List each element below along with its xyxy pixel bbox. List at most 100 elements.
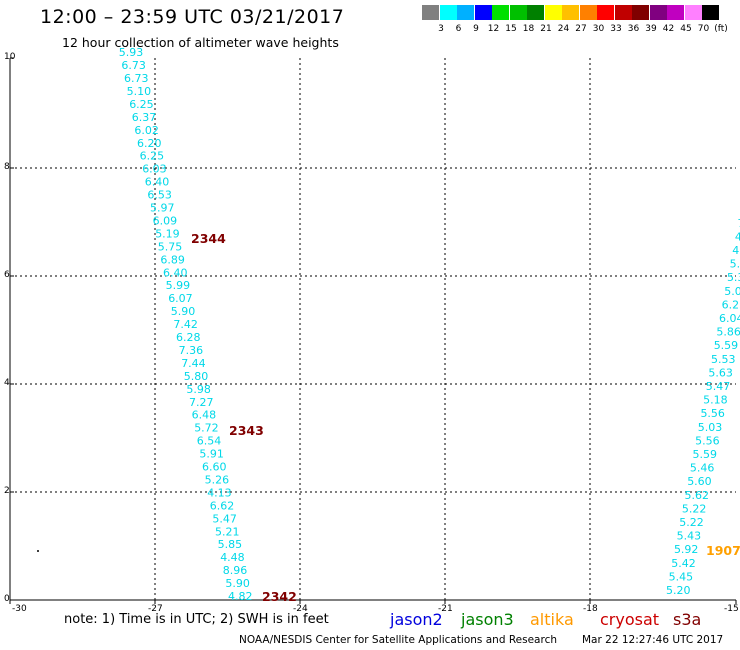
- colorbar-label: 27: [575, 24, 587, 34]
- track-1907-value: 4: [732, 244, 739, 257]
- track-2342-value: 6.73: [124, 72, 149, 85]
- colorbar-swatch: [597, 5, 614, 20]
- colorbar-label: 70: [697, 24, 710, 34]
- colorbar-swatch: [527, 5, 544, 20]
- track-1907-value: 5.53: [711, 353, 736, 366]
- track-2342-value: 7.44: [181, 357, 206, 370]
- colorbar-label: 15: [505, 24, 517, 34]
- track-2342-value: 6.37: [132, 111, 157, 124]
- x-tick-label: -27: [148, 604, 163, 614]
- track-1907-value: 5.59: [693, 448, 718, 461]
- legend-jason2: jason2: [390, 610, 443, 629]
- colorbar-label: (ft): [714, 24, 728, 34]
- generated-timestamp: Mar 22 12:27:46 UTC 2017: [582, 634, 724, 646]
- colorbar-label: 45: [680, 24, 692, 34]
- track-2342-value: 5.99: [166, 279, 191, 292]
- colorbar-label: 24: [557, 24, 570, 34]
- colorbar-label: 42: [662, 24, 675, 34]
- x-tick-label: -30: [12, 604, 27, 614]
- track-2342-value: 6.20: [137, 137, 162, 150]
- track-2342-value: 5.90: [171, 305, 196, 318]
- colorbar-swatch: [614, 5, 632, 20]
- colorbar-swatch: [667, 5, 684, 20]
- track-1907-value: 7: [738, 217, 740, 230]
- track-2342-value: 5.75: [158, 240, 183, 253]
- colorbar-swatch: [474, 5, 492, 20]
- track-2342-value: 6.02: [134, 124, 159, 137]
- track-1907-value: 5.3: [727, 271, 740, 284]
- y-tick-label: 2: [4, 486, 10, 496]
- colorbar-swatch: [544, 5, 562, 20]
- track-2342-value: 6.03: [142, 163, 167, 176]
- track-2342-value: 5.10: [127, 85, 152, 98]
- colorbar-label: 39: [645, 24, 657, 34]
- track-2342-value: 5.26: [205, 473, 230, 486]
- colorbar-label: 21: [540, 24, 552, 34]
- track-2342-value: 4.82: [228, 590, 253, 603]
- map-title: 12:00 – 23:59 UTC 03/21/2017: [40, 6, 345, 28]
- track-2342-value: 5.72: [194, 422, 219, 435]
- legend-cryosat: cryosat: [600, 610, 660, 629]
- pass-label-2344: 2344: [191, 231, 226, 246]
- track-2342-value: 6.53: [147, 189, 172, 202]
- track-2342-value: 6.40: [163, 266, 188, 279]
- map-subtitle: 12 hour collection of altimeter wave hei…: [62, 35, 339, 50]
- track-1907-value: 5.20: [666, 584, 691, 597]
- track-1907-value: 5.4: [730, 258, 740, 271]
- colorbar-label: 6: [455, 24, 462, 34]
- track-2342-value: 6.89: [160, 253, 185, 266]
- track-1907-value: 5.42: [671, 557, 696, 570]
- colorbar-label: 30: [592, 24, 605, 34]
- pass-label-2342: 2342: [262, 589, 297, 604]
- track-1907-value: 6.04: [719, 312, 740, 325]
- track-2342-value: 6.28: [176, 331, 201, 344]
- track-1907-value: 5.46: [690, 462, 715, 475]
- track-2342-value: 5.90: [225, 577, 250, 590]
- track-1907-value: 5.47: [706, 380, 731, 393]
- colorbar-label: 36: [627, 24, 640, 34]
- track-1907-value: 5.03: [698, 421, 723, 434]
- track-2342-value: 5.19: [155, 227, 180, 240]
- legend-jason3: jason3: [461, 610, 514, 629]
- track-2342-value: 5.91: [199, 448, 224, 461]
- colorbar-label: 33: [610, 24, 622, 34]
- colorbar-swatch: [579, 5, 597, 20]
- track-2342-value: 6.62: [210, 499, 235, 512]
- colorbar-swatch: [702, 5, 719, 20]
- colorbar-swatch: [457, 5, 474, 20]
- colorbar-swatch: [422, 5, 439, 20]
- track-2342-value: 5.21: [215, 525, 240, 538]
- track-2342-value: 5.47: [212, 512, 237, 525]
- x-tick-label: -24: [293, 604, 308, 614]
- y-tick-label: 0: [4, 594, 10, 604]
- track-2342-value: 8.96: [223, 564, 248, 577]
- pass-label-1907: 1907: [706, 543, 740, 558]
- track-2342-value: 6.60: [202, 461, 227, 474]
- track-1907-value: 5.59: [714, 339, 739, 352]
- track-1907-value: 5.22: [679, 516, 704, 529]
- colorbar-label: 18: [522, 24, 535, 34]
- y-tick-label: 6: [4, 270, 10, 280]
- track-2342-value: 5.80: [184, 370, 209, 383]
- track-1907-value: 5.56: [700, 407, 725, 420]
- colorbar-swatch: [509, 5, 527, 20]
- track-2342-value: 4.48: [220, 551, 245, 564]
- pass-label-2343: 2343: [229, 423, 264, 438]
- track-2342-value: 7.36: [179, 344, 204, 357]
- track-1907-value: 5.43: [677, 530, 702, 543]
- colorbar-swatch: [684, 5, 702, 20]
- track-1907-value: 5.62: [685, 489, 710, 502]
- x-tick-label: -18: [583, 604, 598, 614]
- track-2342-value: 4.13: [207, 486, 232, 499]
- colorbar-swatch: [492, 5, 509, 20]
- map-speck: [37, 550, 39, 552]
- colorbar-label: 9: [473, 24, 479, 34]
- track-1907-value: 6.25: [722, 298, 740, 311]
- track-1907-value: 5.45: [669, 570, 694, 583]
- colorbar-swatch: [649, 5, 667, 20]
- x-tick-label: -21: [438, 604, 453, 614]
- colorbar-swatch: [439, 5, 457, 20]
- colorbar-label: 3: [438, 24, 444, 34]
- legend-altika: altika: [530, 610, 574, 629]
